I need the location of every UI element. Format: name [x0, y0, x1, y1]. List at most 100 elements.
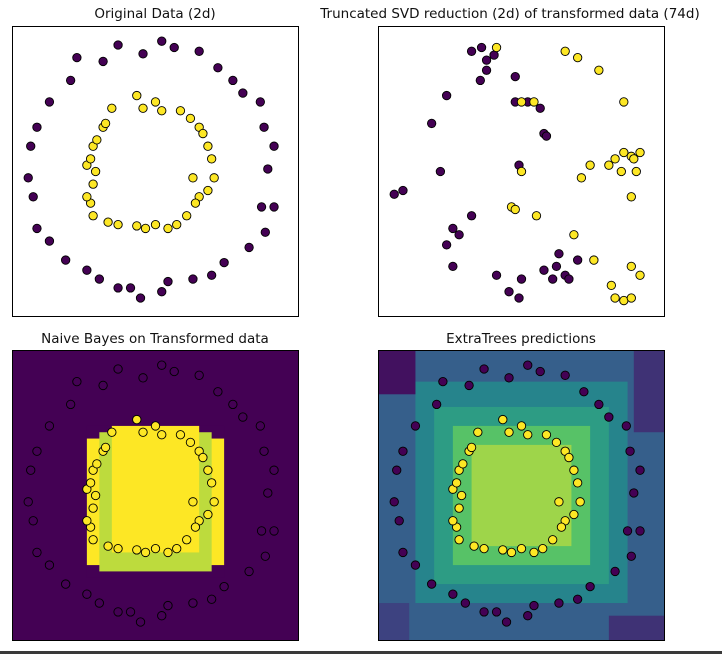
data-point: [541, 430, 552, 440]
data-point: [523, 611, 533, 621]
data-point: [132, 221, 142, 231]
data-point: [269, 202, 279, 212]
data-point: [94, 274, 104, 284]
panel-title-original: Original Data (2d): [94, 6, 216, 22]
data-point: [244, 242, 254, 253]
data-point: [573, 52, 583, 63]
data-point: [207, 270, 217, 280]
data-point: [140, 547, 151, 558]
data-point: [504, 427, 514, 437]
decision-region: [378, 603, 410, 641]
data-point: [569, 509, 579, 520]
data-point: [626, 261, 636, 272]
data-point: [188, 598, 198, 608]
data-point: [454, 230, 464, 240]
data-point: [103, 541, 113, 551]
data-point: [548, 535, 558, 545]
data-point: [255, 421, 265, 431]
data-point: [98, 380, 108, 391]
data-point: [619, 97, 629, 107]
data-point: [44, 421, 55, 431]
data-point: [98, 56, 108, 67]
data-point: [132, 414, 142, 425]
data-point: [469, 541, 479, 551]
data-point: [523, 360, 533, 370]
data-point: [427, 579, 437, 589]
data-point: [479, 607, 489, 617]
data-point: [32, 223, 42, 234]
chart-extratrees: [378, 350, 665, 641]
data-point: [157, 106, 167, 116]
data-point: [44, 560, 55, 570]
data-point: [548, 274, 558, 284]
data-point: [516, 421, 527, 431]
data-point: [435, 166, 446, 177]
data-point: [438, 376, 448, 387]
decision-region: [111, 425, 200, 553]
data-point: [504, 373, 514, 383]
data-point: [398, 446, 408, 456]
data-point: [113, 364, 123, 374]
data-point: [481, 65, 492, 75]
data-point: [622, 526, 633, 536]
data-point: [594, 65, 604, 75]
data-point: [456, 490, 467, 501]
data-point: [626, 551, 636, 561]
chart-original-data: [12, 26, 299, 317]
data-point: [203, 465, 213, 475]
data-point: [476, 42, 487, 53]
data-point: [579, 387, 589, 397]
data-point: [190, 522, 201, 532]
data-point: [539, 265, 549, 275]
decision-region: [378, 350, 416, 395]
data-point: [32, 547, 42, 558]
data-point: [185, 437, 196, 448]
data-point: [454, 535, 464, 545]
data-point: [100, 442, 111, 453]
data-point: [92, 459, 102, 469]
data-point: [551, 437, 562, 448]
data-point: [464, 380, 474, 391]
data-point: [529, 547, 539, 558]
data-point: [26, 465, 36, 475]
data-point: [135, 617, 146, 627]
data-point: [207, 478, 217, 488]
data-point: [448, 589, 458, 599]
chart-truncated-svd: [378, 26, 665, 317]
data-point: [125, 283, 136, 293]
data-point: [113, 543, 123, 554]
data-point: [576, 173, 587, 183]
data-point: [475, 75, 485, 86]
data-point: [631, 166, 641, 177]
data-point: [163, 276, 173, 287]
data-point: [594, 399, 604, 410]
data-point: [132, 90, 142, 101]
data-point: [150, 219, 161, 230]
data-point: [185, 113, 196, 124]
data-point: [157, 287, 167, 297]
data-point: [150, 421, 161, 431]
data-point: [269, 526, 279, 536]
data-point: [604, 160, 614, 170]
data-point: [100, 118, 111, 129]
data-point: [203, 509, 213, 520]
data-point: [44, 236, 55, 246]
data-point: [514, 293, 524, 303]
data-point: [138, 427, 148, 437]
data-point: [238, 412, 248, 422]
data-point: [573, 478, 583, 488]
data-point: [203, 185, 213, 196]
panel-title-extratrees: ExtraTrees predictions: [446, 331, 596, 347]
data-point: [635, 526, 645, 536]
data-point: [88, 211, 98, 221]
data-point: [389, 189, 399, 199]
data-point: [489, 50, 499, 60]
data-point: [198, 128, 208, 139]
decision-region: [633, 350, 665, 433]
data-point: [32, 122, 42, 132]
data-point: [28, 516, 38, 526]
data-point: [460, 598, 470, 608]
data-point: [531, 211, 542, 221]
data-point: [150, 97, 161, 107]
data-point: [203, 141, 213, 151]
